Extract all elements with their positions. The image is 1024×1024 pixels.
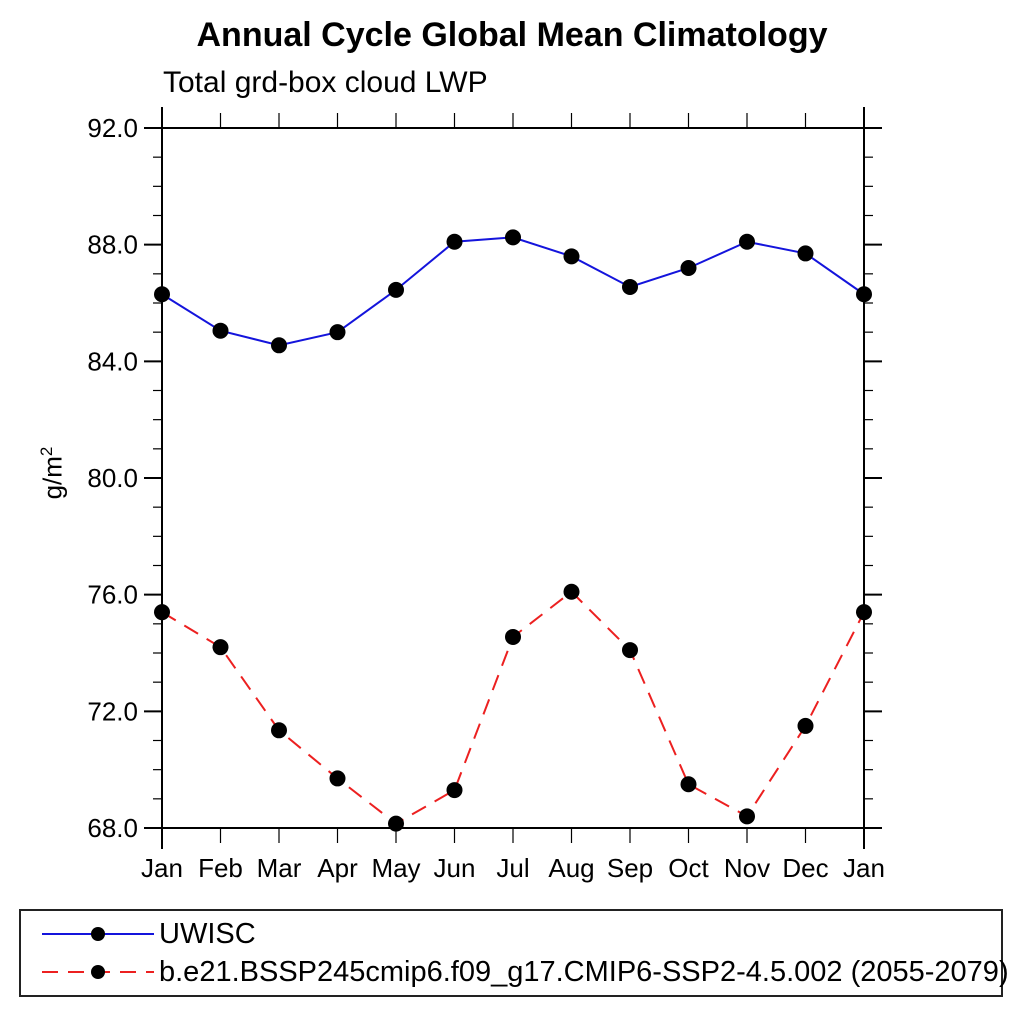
y-tick-label: 88.0	[87, 230, 138, 260]
legend-label-model: b.e21.BSSP245cmip6.f09_g17.CMIP6-SSP2-4.…	[159, 955, 1009, 988]
x-tick-label: Jun	[434, 853, 476, 883]
y-tick-label: 80.0	[87, 463, 138, 493]
x-tick-label: Aug	[548, 853, 594, 883]
y-tick-label: 76.0	[87, 580, 138, 610]
data-point-marker	[797, 245, 814, 262]
y-tick-label: 68.0	[87, 813, 138, 843]
data-point-marker	[329, 324, 346, 341]
data-point-marker	[154, 604, 170, 621]
data-point-marker	[388, 815, 404, 832]
data-point-marker	[505, 628, 521, 645]
x-tick-label: Nov	[724, 853, 770, 883]
data-point-marker	[680, 776, 697, 793]
chart-subtitle: Total grd-box cloud LWP	[163, 66, 488, 99]
data-point-marker	[212, 639, 229, 656]
data-point-marker	[329, 770, 346, 787]
x-tick-label: Sep	[607, 853, 653, 883]
data-point-marker	[739, 233, 755, 250]
data-point-marker	[739, 808, 755, 825]
x-tick-label: Jul	[496, 853, 529, 883]
series-line-uwisc	[161, 236, 865, 347]
data-point-marker	[446, 782, 463, 799]
legend-item-model: b.e21.BSSP245cmip6.f09_g17.CMIP6-SSP2-4.…	[42, 956, 1009, 989]
data-point-marker	[856, 286, 872, 303]
data-point-marker	[797, 717, 814, 734]
legend-item-uwisc: UWISC	[42, 918, 1001, 951]
y-tick-label: 72.0	[87, 696, 138, 726]
legend: UWISC b.e21.BSSP245cmip6.f09_g17.CMIP6-S…	[19, 909, 1009, 997]
data-point-marker	[505, 229, 521, 246]
data-point-marker	[622, 642, 638, 659]
legend-sample-marker-uwisc	[91, 927, 105, 941]
x-tick-label: Mar	[257, 853, 302, 883]
data-point-marker	[680, 260, 697, 276]
data-point-marker	[154, 286, 170, 303]
data-point-marker	[563, 583, 580, 600]
chart-title: Annual Cycle Global Mean Climatology	[196, 16, 828, 54]
legend-sample-model	[42, 965, 154, 979]
x-tick-label: May	[371, 853, 420, 883]
x-tick-label: Dec	[782, 853, 828, 883]
x-tick-label: Apr	[317, 853, 358, 883]
data-point-marker	[446, 233, 463, 250]
y-tick-label: 84.0	[87, 346, 138, 376]
x-tick-label: Jan	[141, 853, 183, 883]
data-point-marker	[271, 722, 287, 739]
legend-sample-marker-model	[91, 965, 105, 979]
series-line-model	[161, 590, 865, 825]
data-point-marker	[271, 337, 287, 354]
legend-sample-uwisc	[42, 927, 154, 941]
y-tick-label: 92.0	[87, 113, 138, 143]
data-point-marker	[563, 248, 580, 265]
x-tick-label: Oct	[668, 853, 709, 883]
data-point-marker	[622, 278, 638, 295]
data-point-marker	[388, 281, 404, 298]
x-tick-label: Jan	[843, 853, 885, 883]
data-point-marker	[856, 604, 872, 621]
data-point-marker	[212, 322, 229, 339]
legend-label-uwisc: UWISC	[159, 917, 256, 950]
x-tick-label: Feb	[198, 853, 243, 883]
